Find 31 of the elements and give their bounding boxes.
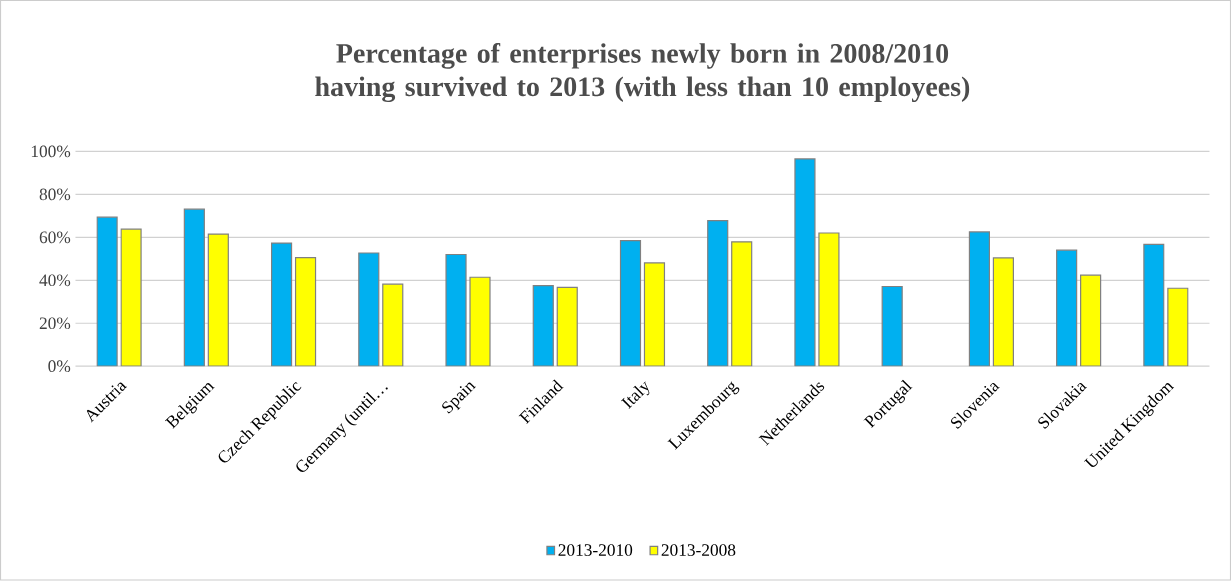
bar [358,252,380,367]
bar [270,242,293,367]
bar [794,158,816,367]
bar [992,257,1014,367]
bar [445,254,467,367]
y-tick-label: 80% [39,188,71,201]
bar [643,262,666,367]
y-tick-label: 60% [39,231,71,244]
y-tick-label: 20% [39,317,71,330]
bar [881,286,903,367]
chart-title: Percentage of enterprises newly born in 2008/2010 having survived to 2013 (with less than 10 employees) [315,43,970,103]
bar [1143,244,1165,367]
y-tick-label: 40% [39,274,71,287]
bar [207,233,229,367]
bar [968,231,990,367]
x-tick-label: Italy [620,381,650,410]
bar [1056,249,1078,367]
bar [96,216,118,367]
bar [382,283,404,367]
bar [619,240,642,367]
bar [707,220,729,367]
bar [731,241,753,367]
legend-label: 2013-2010 [558,544,633,557]
y-tick-label: 0% [48,360,71,373]
bar [183,208,205,367]
bar [532,285,554,367]
y-tick-label: 100% [31,145,71,158]
bar [556,286,578,367]
bar [294,257,317,367]
legend-label: 2013-2008 [661,544,736,557]
bar [1080,274,1102,367]
